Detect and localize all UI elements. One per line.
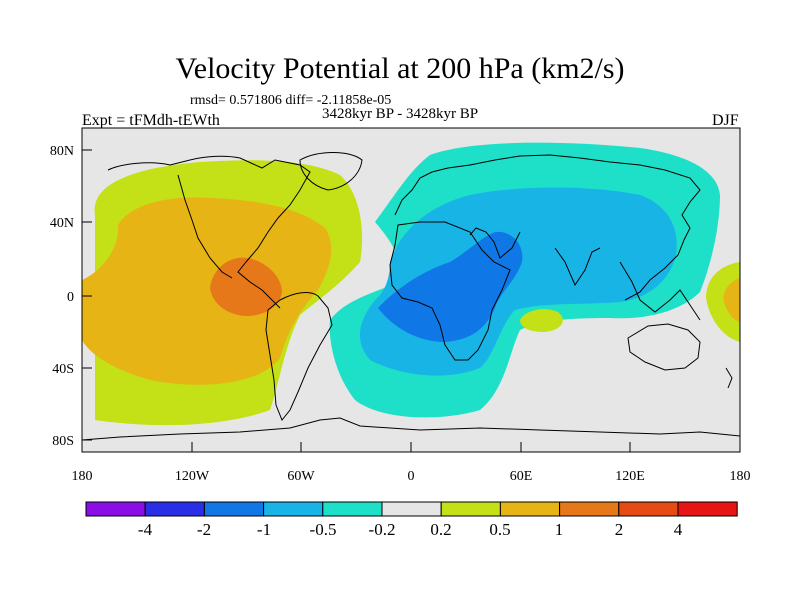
colorbar-label: -0.5 — [310, 520, 337, 539]
contour-positive-strong — [210, 257, 282, 316]
colorbar-swatch — [203, 501, 265, 517]
contour-negative-strong — [378, 231, 523, 342]
colorbar-swatch — [618, 501, 679, 517]
x-tick-label: 60W — [287, 469, 315, 484]
coastline-south-america — [265, 292, 333, 421]
colorbar-swatch — [322, 501, 383, 517]
colorbar-swatch — [381, 501, 442, 517]
y-axis: 80N 40N 0 40S 80S — [50, 144, 92, 449]
colorbar-label: -0.2 — [369, 520, 396, 539]
season-label: DJF — [712, 112, 739, 129]
x-tick-label: 180 — [730, 469, 751, 484]
coastline-antarctica — [82, 417, 740, 441]
colorbar-label: 4 — [674, 520, 683, 539]
coastline-europe-asia — [394, 154, 701, 301]
coastline-australia — [627, 323, 701, 371]
colorbar-swatch — [499, 501, 561, 517]
y-tick-label: 40S — [52, 362, 74, 377]
colorbar-label: 2 — [615, 520, 624, 539]
x-tick-label: 0 — [408, 469, 415, 484]
colorbar-swatch — [144, 501, 205, 517]
x-tick-label: 60E — [510, 469, 533, 484]
y-tick-label: 80N — [50, 144, 74, 159]
contour-positive-indian-ocean — [520, 309, 563, 332]
coastline-north-america — [107, 155, 311, 309]
colorbar-label: 0.5 — [489, 520, 510, 539]
coastline-africa — [389, 221, 511, 361]
coastlines — [82, 152, 740, 441]
colorbar-label: 1 — [555, 520, 564, 539]
coastline-greenland — [299, 152, 363, 191]
contour-positive-mid — [82, 197, 332, 385]
colorbar-label: -2 — [197, 520, 211, 539]
experiment-label: Expt = tFMdh-tEWth — [82, 112, 220, 129]
x-tick-label: 120E — [615, 469, 645, 484]
colorbar-swatches — [85, 501, 738, 517]
y-tick-label: 80S — [52, 434, 74, 449]
colorbar-label: 0.2 — [430, 520, 451, 539]
x-tick-label: 180 — [72, 469, 93, 484]
colorbar-label: -4 — [138, 520, 153, 539]
colorbar-labels: -4 -2 -1 -0.5 -0.2 0.2 0.5 1 2 4 — [138, 520, 683, 539]
colorbar-swatch — [263, 501, 324, 517]
colorbar: -4 -2 -1 -0.5 -0.2 0.2 0.5 1 2 4 — [85, 501, 738, 539]
y-tick-label: 40N — [50, 216, 74, 231]
coastline-new-zealand — [725, 367, 733, 389]
colorbar-swatch — [440, 501, 501, 517]
subtitle: 3428kyr BP - 3428kyr BP — [321, 106, 479, 122]
colorbar-swatch — [677, 501, 738, 517]
x-tick-label: 120W — [175, 469, 210, 484]
contour-positive-mid-east — [723, 278, 740, 322]
coastline-southeast-asia — [619, 261, 701, 321]
contour-positive-weak-east — [706, 262, 740, 342]
colorbar-swatch — [559, 501, 620, 517]
chart-title: Velocity Potential at 200 hPa (km2/s) — [175, 52, 625, 85]
stats-text: rmsd= 0.571806 diff= -2.11858e-05 — [190, 93, 392, 108]
coastline-india — [554, 247, 601, 287]
contour-fills — [82, 142, 740, 426]
x-axis: 180 120W 60W 0 60E 120E 180 — [72, 442, 751, 484]
colorbar-label: -1 — [257, 520, 271, 539]
y-tick-label: 0 — [67, 290, 74, 305]
colorbar-swatch — [85, 501, 146, 517]
